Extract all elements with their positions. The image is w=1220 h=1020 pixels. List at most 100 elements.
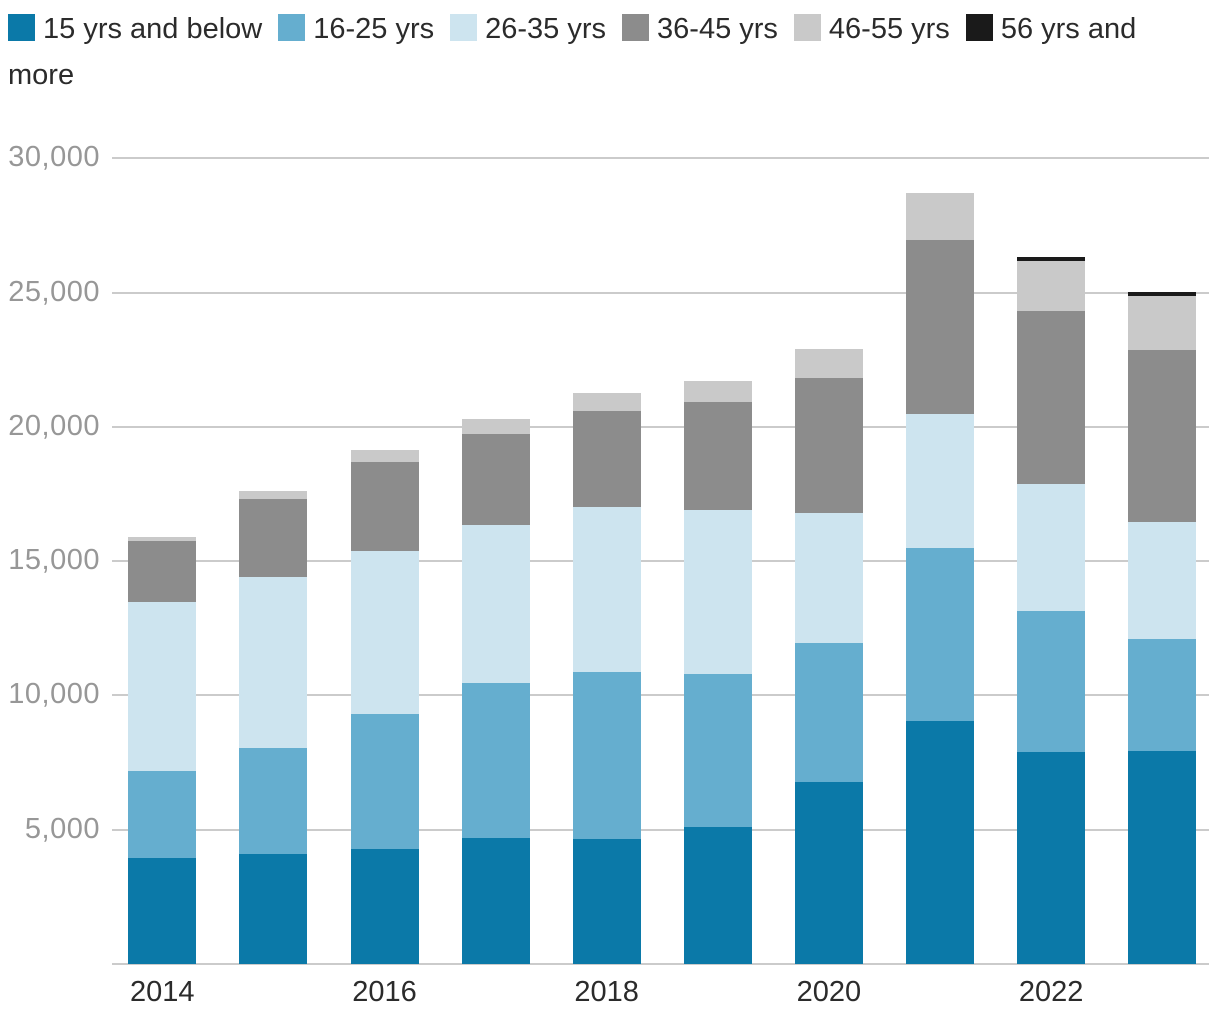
bar-segment-2022-15-yrs-and-below bbox=[1017, 751, 1086, 964]
bar-segment-2014-46-55-yrs bbox=[128, 537, 197, 542]
legend-item-46-55-yrs: 46-55 yrs bbox=[793, 13, 950, 45]
bar-segment-2023-26-35-yrs bbox=[1128, 522, 1197, 640]
bar-segment-2023-16-25-yrs bbox=[1128, 639, 1197, 751]
bar-segment-2017-26-35-yrs bbox=[461, 524, 530, 684]
bar-2016 bbox=[350, 449, 419, 964]
bar-segment-2017-36-45-yrs bbox=[461, 434, 530, 525]
gridline-20000 bbox=[112, 425, 1209, 428]
chart-legend: 15 yrs and below 16-25 yrs 26-35 yrs 36-45 … bbox=[8, 6, 1214, 98]
legend-item-36-45-yrs: 36-45 yrs bbox=[622, 13, 778, 45]
bar-2014 bbox=[128, 537, 197, 964]
bar-segment-2015-36-45-yrs bbox=[239, 499, 308, 578]
legend-label-16-25-yrs: 16-25 yrs bbox=[313, 13, 435, 45]
bar-segment-2022-16-25-yrs bbox=[1017, 611, 1086, 752]
legend-swatch-56-yrs-and-more bbox=[965, 14, 993, 41]
bar-segment-2017-16-25-yrs bbox=[461, 683, 530, 839]
bar-2020 bbox=[794, 349, 863, 964]
gridline-10000 bbox=[112, 694, 1209, 697]
bar-segment-2021-26-35-yrs bbox=[906, 414, 974, 549]
x-axis-tick-label-2014: 2014 bbox=[130, 976, 195, 1008]
bar-segment-2021-46-55-yrs bbox=[906, 192, 974, 241]
y-axis-tick-label: 5,000 bbox=[24, 812, 100, 845]
legend-swatch-16-25-yrs bbox=[278, 14, 306, 41]
bar-segment-2019-26-35-yrs bbox=[683, 509, 752, 674]
bar-segment-2014-15-yrs-and-below bbox=[128, 857, 197, 964]
x-axis-baseline bbox=[112, 963, 1209, 965]
bar-segment-2018-16-25-yrs bbox=[572, 672, 641, 839]
bar-segment-2014-26-35-yrs bbox=[128, 601, 197, 771]
gridline-15000 bbox=[112, 560, 1209, 563]
gridline-30000 bbox=[112, 157, 1209, 160]
y-axis-tick-label: 25,000 bbox=[8, 275, 100, 308]
legend-label-26-35-yrs: 26-35 yrs bbox=[485, 13, 607, 45]
bar-segment-2018-26-35-yrs bbox=[572, 506, 641, 673]
legend-swatch-26-35-yrs bbox=[450, 14, 478, 41]
y-axis-tick-label: 15,000 bbox=[8, 544, 100, 577]
bar-segment-2022-56-yrs-and-more bbox=[1017, 257, 1086, 262]
bar-segment-2023-15-yrs-and-below bbox=[1128, 750, 1197, 964]
x-axis-tick-label-2022: 2022 bbox=[1018, 976, 1084, 1008]
bar-segment-2016-26-35-yrs bbox=[350, 550, 419, 715]
bar-segment-2017-15-yrs-and-below bbox=[461, 838, 530, 964]
bar-segment-2017-46-55-yrs bbox=[461, 419, 530, 435]
bar-segment-2019-36-45-yrs bbox=[683, 401, 752, 510]
bar-segment-2018-46-55-yrs bbox=[572, 393, 641, 411]
bar-segment-2018-15-yrs-and-below bbox=[572, 838, 641, 964]
bar-segment-2015-16-25-yrs bbox=[239, 747, 308, 854]
gridline-5000 bbox=[112, 828, 1209, 831]
bar-segment-2016-36-45-yrs bbox=[350, 461, 419, 551]
legend-swatch-36-45-yrs bbox=[622, 14, 650, 41]
bar-segment-2015-26-35-yrs bbox=[239, 577, 308, 748]
bar-segment-2020-15-yrs-and-below bbox=[794, 782, 863, 964]
bar-segment-2023-36-45-yrs bbox=[1128, 349, 1197, 523]
bar-segment-2019-16-25-yrs bbox=[683, 673, 752, 827]
bar-segment-2022-46-55-yrs bbox=[1017, 261, 1086, 311]
bar-segment-2014-16-25-yrs bbox=[128, 770, 197, 858]
bar-2023 bbox=[1128, 291, 1197, 964]
legend-swatch-46-55-yrs bbox=[793, 14, 821, 41]
bar-segment-2021-15-yrs-and-below bbox=[906, 720, 974, 964]
bar-segment-2023-56-yrs-and-more bbox=[1128, 291, 1197, 296]
bar-segment-2022-26-35-yrs bbox=[1017, 483, 1086, 612]
bar-segment-2021-16-25-yrs bbox=[906, 548, 974, 721]
legend-swatch-15-yrs-and-below bbox=[8, 14, 35, 41]
y-axis-tick-label: 10,000 bbox=[8, 678, 100, 711]
bar-segment-2014-36-45-yrs bbox=[128, 541, 197, 602]
bar-segment-2020-36-45-yrs bbox=[794, 378, 863, 513]
bar-segment-2016-46-55-yrs bbox=[350, 449, 419, 462]
x-axis-tick-label-2018: 2018 bbox=[574, 976, 639, 1008]
gridline-25000 bbox=[112, 291, 1209, 294]
bar-segment-2019-46-55-yrs bbox=[683, 380, 752, 402]
legend-label-46-55-yrs: 46-55 yrs bbox=[828, 13, 950, 45]
bar-2019 bbox=[683, 380, 752, 964]
bar-segment-2023-46-55-yrs bbox=[1128, 295, 1197, 350]
y-axis-tick-label: 20,000 bbox=[8, 409, 100, 442]
legend-label-56-yrs-and-more: 56 yrs and more bbox=[8, 13, 1137, 91]
x-axis-tick-label-2020: 2020 bbox=[796, 976, 862, 1008]
bar-segment-2020-16-25-yrs bbox=[794, 642, 863, 783]
legend-item-56-yrs-and-more: 56 yrs and more bbox=[8, 13, 1136, 91]
bar-segment-2019-15-yrs-and-below bbox=[683, 826, 752, 964]
bar-2021 bbox=[906, 192, 974, 964]
bar-segment-2015-15-yrs-and-below bbox=[239, 853, 308, 964]
bar-segment-2020-46-55-yrs bbox=[794, 349, 863, 379]
legend-item-16-25-yrs: 16-25 yrs bbox=[278, 13, 434, 45]
bar-segment-2016-16-25-yrs bbox=[350, 714, 419, 850]
bar-segment-2018-36-45-yrs bbox=[572, 410, 641, 507]
x-axis-tick-label-2016: 2016 bbox=[352, 976, 417, 1008]
y-axis-tick-label: 30,000 bbox=[8, 141, 100, 174]
bar-2017 bbox=[461, 419, 530, 964]
legend-item-26-35-yrs: 26-35 yrs bbox=[450, 13, 606, 45]
legend-label-15-yrs-and-below: 15 yrs and below bbox=[43, 13, 263, 45]
legend-item-15-yrs-and-below: 15 yrs and below bbox=[8, 13, 262, 45]
bar-2015 bbox=[239, 490, 308, 964]
bar-segment-2020-26-35-yrs bbox=[794, 512, 863, 643]
bar-segment-2021-36-45-yrs bbox=[906, 240, 974, 415]
bar-segment-2022-36-45-yrs bbox=[1017, 310, 1086, 484]
bar-2018 bbox=[572, 393, 641, 964]
bar-segment-2016-15-yrs-and-below bbox=[350, 849, 419, 964]
legend-label-36-45-yrs: 36-45 yrs bbox=[657, 13, 778, 45]
bar-segment-2015-46-55-yrs bbox=[239, 490, 308, 500]
